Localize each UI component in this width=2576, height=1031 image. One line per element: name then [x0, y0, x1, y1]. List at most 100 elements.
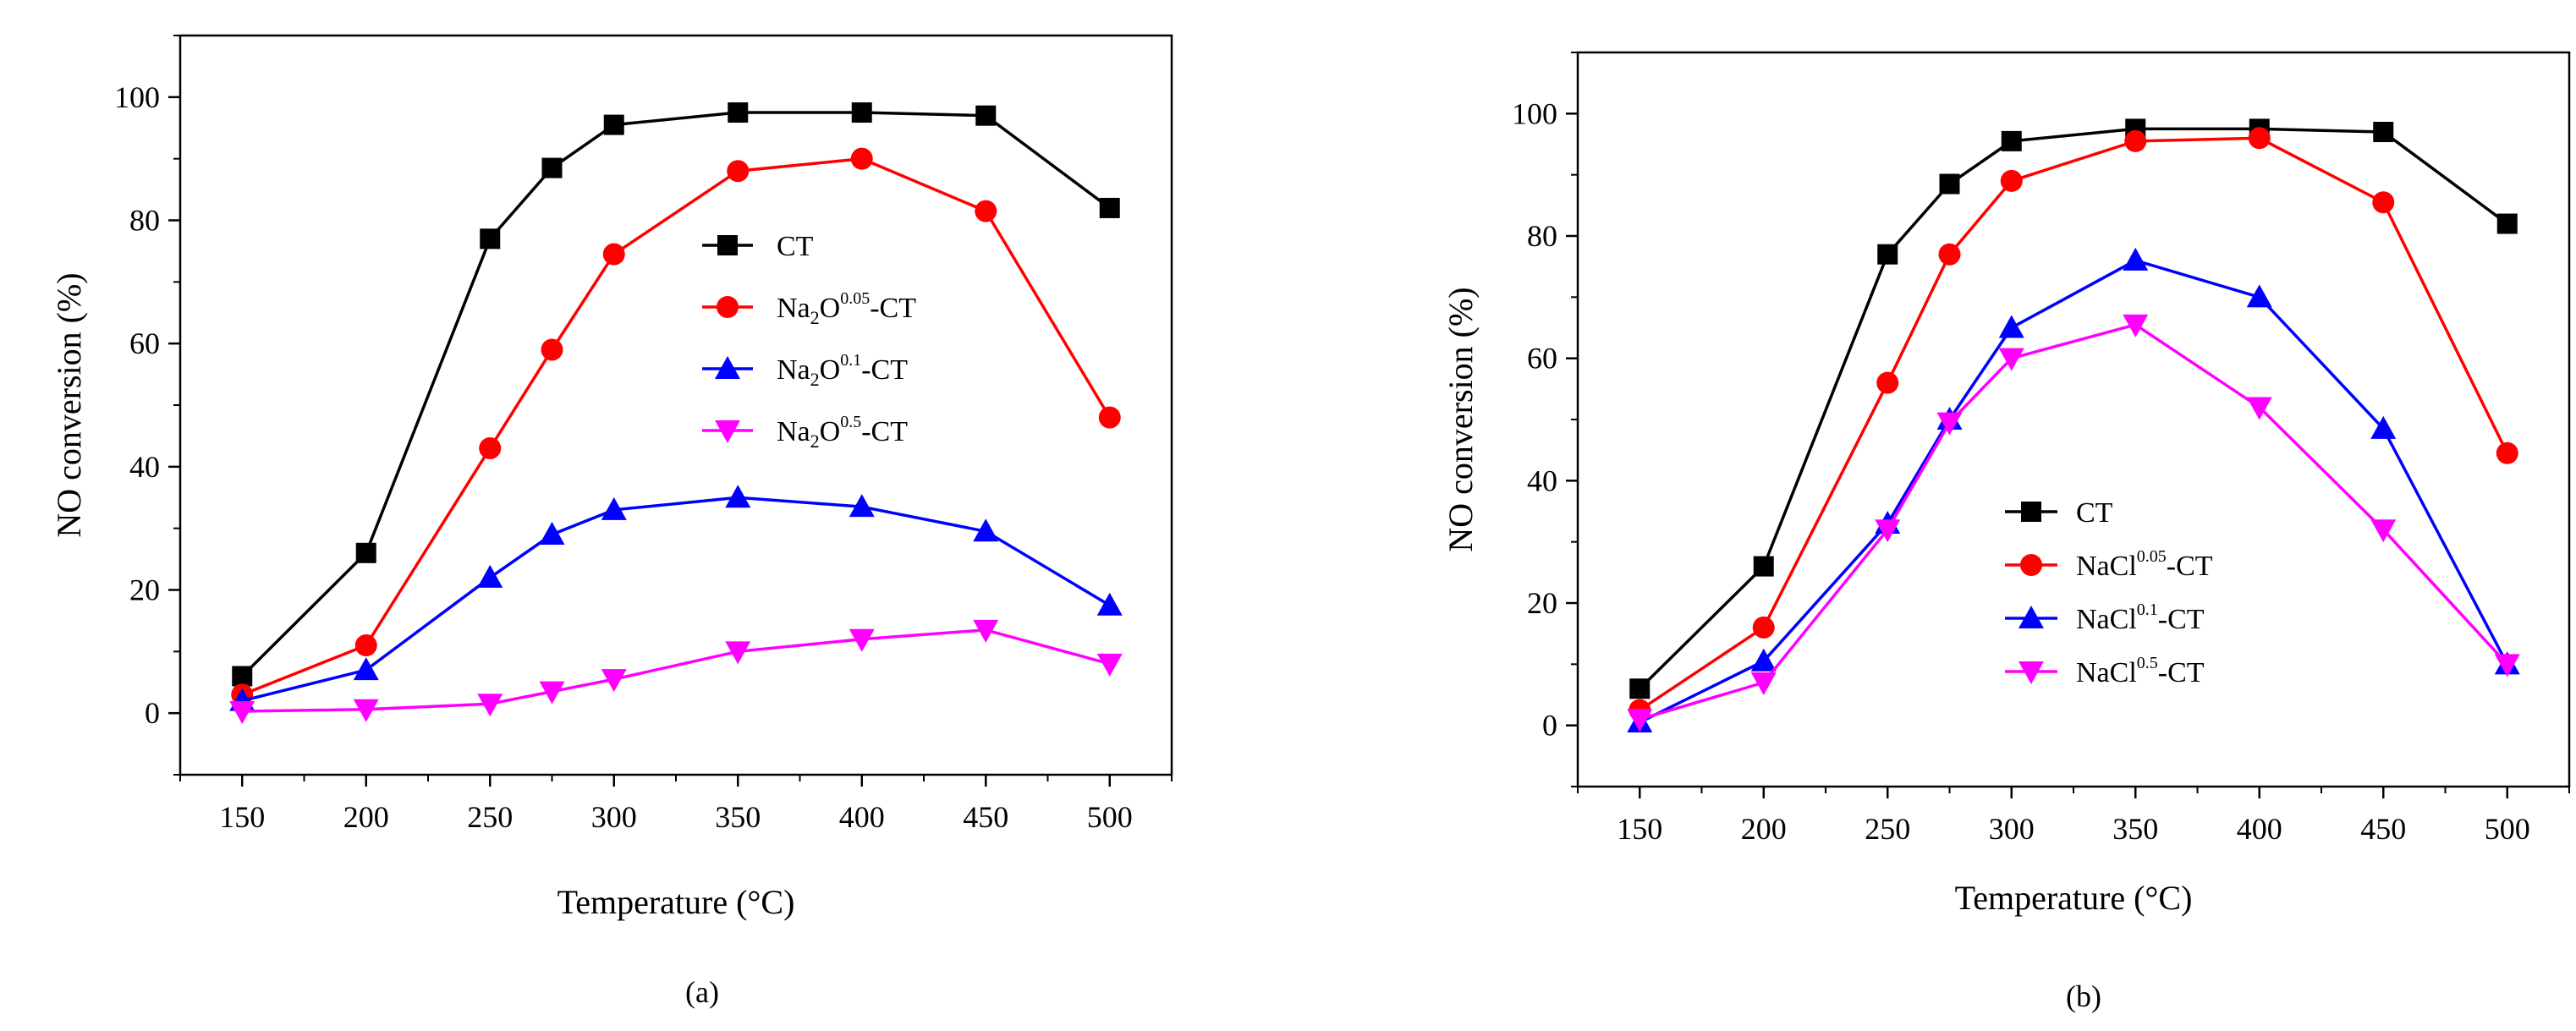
- data-point: [2248, 127, 2271, 150]
- legend-marker: [715, 420, 740, 443]
- data-point: [603, 114, 624, 135]
- data-point: [1627, 709, 1653, 732]
- legend-label: Na2O0.5-CT: [777, 413, 908, 452]
- series-CT: [232, 102, 1120, 687]
- data-point: [1938, 243, 1961, 266]
- data-point: [850, 147, 873, 170]
- data-point: [728, 102, 749, 123]
- data-point: [602, 243, 625, 266]
- legend-label: NaCl0.5-CT: [2076, 654, 2205, 688]
- data-point: [2124, 129, 2147, 152]
- data-point: [480, 228, 501, 250]
- data-point: [1096, 592, 1123, 616]
- data-point: [2496, 441, 2518, 464]
- data-point: [849, 494, 875, 518]
- x-tick-label: 500: [2485, 812, 2530, 846]
- legend-label: CT: [2076, 497, 2113, 529]
- data-point: [539, 521, 565, 545]
- legend-label: NaCl0.1-CT: [2076, 601, 2205, 635]
- legend-label: NaCl0.05-CT: [2076, 547, 2213, 582]
- x-axis-title: Temperature (°C): [1955, 879, 2193, 917]
- data-point: [2372, 191, 2395, 214]
- y-tick-label: 40: [129, 450, 160, 484]
- data-point: [1750, 672, 1777, 696]
- plot-frame: [179, 34, 1173, 776]
- data-point: [1753, 556, 1774, 577]
- legend-label: CT: [777, 231, 814, 262]
- data-point: [354, 634, 377, 657]
- data-point: [601, 669, 627, 693]
- data-point: [2000, 169, 2023, 192]
- data-point: [725, 485, 751, 508]
- y-tick-label: 80: [1527, 219, 1557, 253]
- figure-caption: (b): [2066, 979, 2101, 1013]
- data-point: [2373, 122, 2394, 143]
- data-point: [727, 160, 750, 183]
- data-point: [477, 564, 503, 588]
- data-point: [353, 699, 379, 722]
- data-point: [851, 102, 872, 123]
- data-point: [1998, 348, 2024, 371]
- data-point: [725, 641, 751, 665]
- x-tick-label: 300: [591, 800, 637, 834]
- data-point: [541, 338, 563, 361]
- data-point: [1876, 371, 1899, 394]
- y-tick-label: 0: [145, 696, 160, 730]
- data-point: [2370, 519, 2397, 543]
- series-Na2O0.05-CT: [231, 147, 1121, 706]
- chart-panel-b: 150 200 250 300 350 400 450 500 0 20 40 60 80 100 Temp…: [1442, 51, 2571, 1013]
- legend-marker: [715, 356, 740, 379]
- x-tick-label: 250: [467, 800, 513, 834]
- data-point: [2496, 213, 2518, 234]
- legend-label: Na2O0.05-CT: [777, 289, 916, 328]
- data-point: [477, 694, 503, 717]
- x-tick-label: 250: [1865, 812, 1910, 846]
- data-point: [541, 157, 563, 178]
- data-point: [1096, 653, 1123, 677]
- data-point: [601, 496, 627, 520]
- legend-marker: [2019, 661, 2044, 684]
- y-tick-label: 0: [1542, 709, 1557, 743]
- data-point: [2123, 247, 2149, 271]
- data-point: [849, 628, 875, 652]
- data-point: [1877, 244, 1898, 265]
- y-tick-label: 100: [114, 80, 160, 114]
- data-point: [1098, 406, 1121, 429]
- x-axis-title: Temperature (°C): [557, 883, 795, 921]
- series-line: [1639, 127, 2508, 690]
- series-line: [1639, 259, 2509, 724]
- series-line: [241, 111, 1111, 677]
- y-axis-title: NO conversion (%): [1442, 287, 1480, 551]
- data-point: [355, 542, 376, 563]
- series-line: [241, 156, 1112, 696]
- data-point: [1750, 648, 1777, 672]
- data-point: [975, 200, 997, 222]
- legend-marker: [2019, 606, 2044, 628]
- legend: CT NaCl0.05-CT NaCl0.1-CT NaCl0.5-CT: [2005, 497, 2213, 688]
- data-point: [1752, 616, 1775, 639]
- data-point: [1939, 173, 1960, 195]
- data-point: [479, 436, 502, 459]
- x-tick-label: 400: [839, 800, 885, 834]
- x-tick-label: 450: [2360, 812, 2406, 846]
- legend-marker: [717, 235, 738, 255]
- x-tick-label: 350: [715, 800, 761, 834]
- data-point: [229, 700, 255, 724]
- data-point: [1629, 678, 1651, 699]
- chart-panel-a: 150 200 250 300 350 400 450 500 0 20 40 60 80 100 Temp…: [50, 34, 1173, 1009]
- figure-caption: (a): [685, 975, 719, 1009]
- y-tick-label: 20: [129, 573, 160, 607]
- data-point: [353, 657, 379, 681]
- data-point: [1099, 197, 1120, 218]
- data-point: [2246, 397, 2272, 420]
- data-point: [539, 681, 565, 705]
- data-point: [2494, 654, 2520, 677]
- x-tick-label: 450: [963, 800, 1008, 834]
- data-point: [1875, 519, 1901, 543]
- legend-marker: [2020, 554, 2042, 576]
- data-point: [2123, 314, 2149, 337]
- y-axis-title: NO conversion (%): [50, 272, 88, 537]
- data-point: [2246, 284, 2272, 308]
- y-tick-label: 80: [129, 204, 160, 238]
